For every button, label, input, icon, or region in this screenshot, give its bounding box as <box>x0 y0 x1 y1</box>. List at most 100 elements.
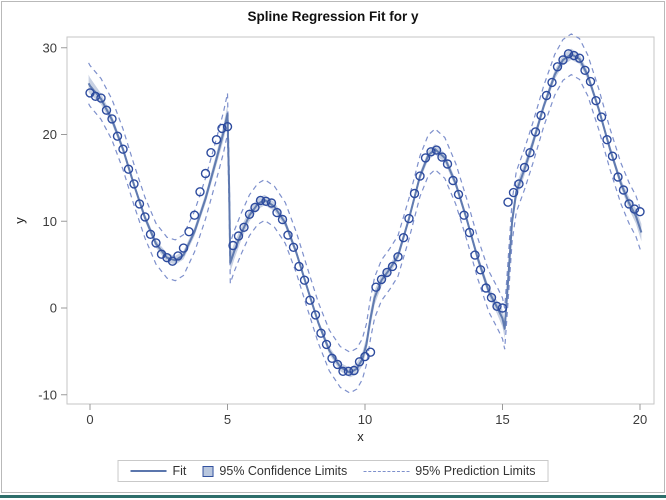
data-point-marker <box>409 188 420 199</box>
data-point-marker <box>211 134 222 145</box>
data-point-marker <box>217 123 227 134</box>
data-point-marker <box>376 274 387 285</box>
x-tick-label: 10 <box>358 412 372 427</box>
data-point-marker <box>233 231 244 241</box>
data-point-marker <box>316 328 326 338</box>
data-point-marker <box>305 295 315 305</box>
data-point-marker <box>371 282 381 292</box>
x-tick-label: 15 <box>495 412 509 427</box>
data-point-marker <box>327 353 337 363</box>
data-point-marker <box>101 105 112 115</box>
data-point-marker <box>420 153 431 163</box>
fit-line-swatch <box>130 470 167 472</box>
x-tick-label: 0 <box>86 412 93 427</box>
data-point-marker <box>481 283 491 293</box>
data-point-marker <box>145 229 156 240</box>
data-point-marker <box>118 144 128 154</box>
data-point-marker <box>277 214 288 225</box>
data-point-marker <box>239 222 249 233</box>
data-point-marker <box>536 110 546 121</box>
data-point-marker <box>530 127 541 137</box>
data-point-marker <box>96 93 106 103</box>
data-point-marker <box>613 172 623 182</box>
fit-line <box>87 53 643 374</box>
y-axis-label: y <box>12 217 27 224</box>
data-point-marker <box>250 202 260 213</box>
data-point-marker <box>492 301 502 311</box>
data-point-marker <box>503 197 513 207</box>
data-point-marker <box>310 310 321 320</box>
data-point-marker <box>200 168 211 179</box>
data-point-marker <box>426 147 436 157</box>
data-point-marker <box>338 366 348 376</box>
data-point-marker <box>151 238 161 248</box>
data-point-marker <box>635 206 645 217</box>
data-point-marker <box>321 339 332 350</box>
data-point-marker <box>629 204 640 214</box>
data-point-marker <box>332 359 343 370</box>
data-point-marker <box>486 292 497 303</box>
data-point-marker <box>453 189 464 200</box>
y-tick-label: 10 <box>43 214 57 229</box>
data-point-marker <box>294 261 304 272</box>
legend-item-fit: Fit <box>130 464 187 478</box>
data-point-marker <box>283 230 293 240</box>
data-point-marker <box>244 209 255 220</box>
spline-plot-canvas: 0 5 10 15 20 -10 0 10 20 30 x y <box>12 33 655 444</box>
data-point-marker <box>624 199 634 209</box>
data-point-marker <box>299 275 310 285</box>
data-point-marker <box>547 77 557 88</box>
y-tick-label: 20 <box>43 127 57 142</box>
data-point-marker <box>508 187 519 198</box>
data-point-marker <box>541 90 552 101</box>
data-point-marker <box>569 50 579 61</box>
data-point-marker <box>552 62 563 72</box>
legend-confidence-label: 95% Confidence Limits <box>219 464 348 478</box>
plot-wall <box>66 36 655 405</box>
data-point-marker <box>90 91 101 102</box>
data-point-marker <box>206 147 216 158</box>
scatter-points <box>85 49 645 376</box>
data-point-marker <box>184 226 194 237</box>
legend-item-prediction: 95% Prediction Limits <box>363 464 535 478</box>
prediction-upper-line <box>88 33 642 353</box>
data-point-marker <box>519 162 530 173</box>
legend-item-confidence: 95% Confidence Limits <box>202 464 347 478</box>
data-point-marker <box>398 232 409 243</box>
data-point-marker <box>431 145 442 155</box>
data-point-marker <box>228 240 238 251</box>
data-point-marker <box>596 112 607 122</box>
bottom-teal-rule <box>0 495 666 498</box>
data-point-marker <box>464 227 475 238</box>
data-point-marker <box>387 261 398 272</box>
data-point-marker <box>591 95 601 106</box>
data-point-marker <box>349 365 359 376</box>
legend-prediction-label: 95% Prediction Limits <box>415 464 536 478</box>
data-point-marker <box>266 198 277 208</box>
x-tick-label: 5 <box>224 412 231 427</box>
data-point-marker <box>393 252 403 262</box>
data-point-marker <box>514 179 524 189</box>
data-point-marker <box>574 53 585 63</box>
confidence-band <box>88 48 642 378</box>
data-point-marker <box>178 243 189 253</box>
data-point-marker <box>437 152 447 162</box>
data-point-marker <box>173 251 183 261</box>
data-point-marker <box>470 250 480 260</box>
data-point-marker <box>475 265 486 275</box>
data-point-marker <box>255 195 266 206</box>
legend-fit-label: Fit <box>172 464 187 478</box>
data-point-marker <box>580 65 590 76</box>
prediction-lower-line <box>88 73 642 394</box>
data-point-marker <box>585 76 596 87</box>
y-tick-label: -10 <box>38 387 57 402</box>
data-point-marker <box>382 267 392 278</box>
data-point-marker <box>195 187 205 197</box>
data-point-marker <box>558 55 568 65</box>
data-point-marker <box>272 207 282 218</box>
data-point-marker <box>123 164 134 174</box>
data-point-marker <box>288 242 299 253</box>
data-point-marker <box>189 210 200 220</box>
x-axis-label: x <box>357 429 364 444</box>
